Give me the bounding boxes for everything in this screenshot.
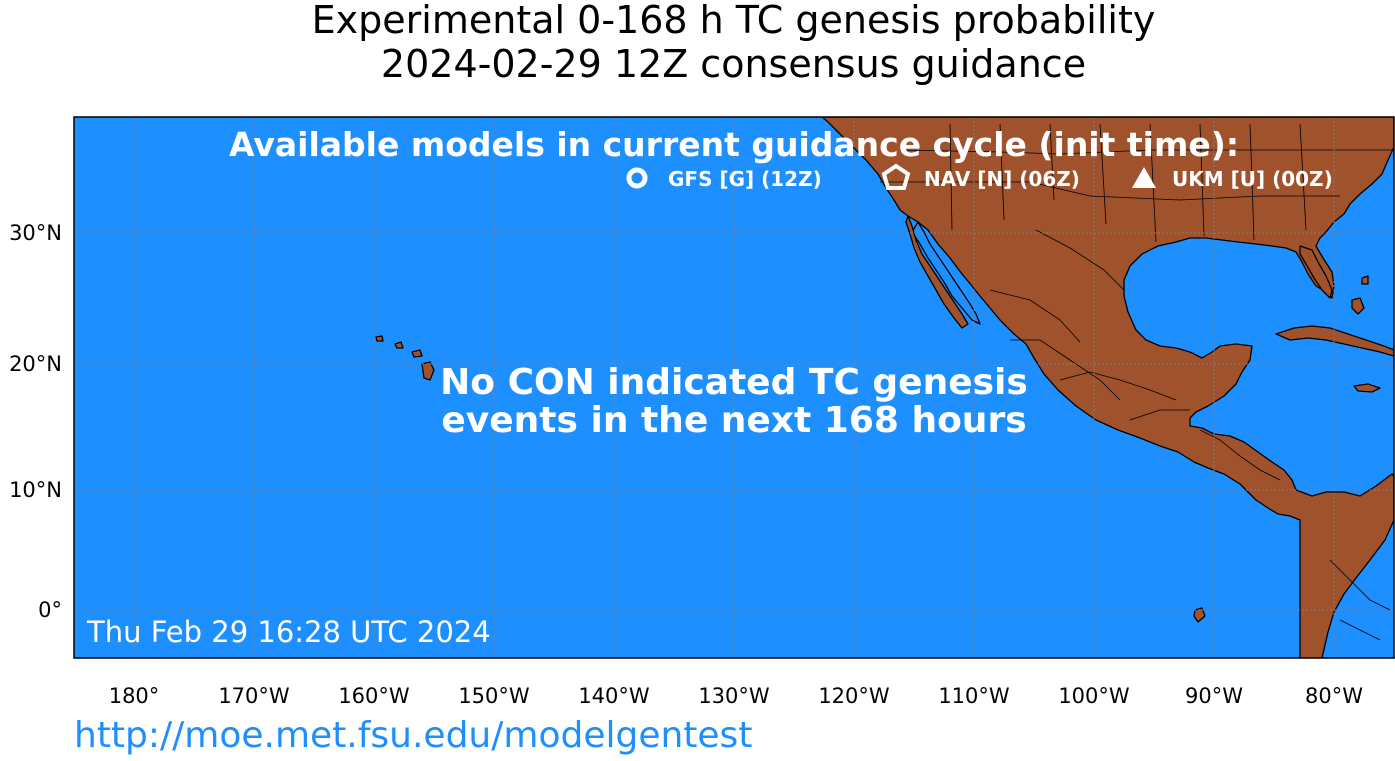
land-hawaii-big-island	[421, 361, 435, 381]
source-url-link[interactable]: http://moe.met.fsu.edu/modelgentest	[74, 715, 753, 756]
timestamp: Thu Feb 29 16:28 UTC 2024	[86, 615, 491, 649]
map-frame	[73, 116, 1395, 659]
lat-tick-label: 0°	[38, 598, 62, 622]
lat-tick-label: 10°N	[9, 478, 62, 502]
land-galapagos	[1193, 607, 1206, 623]
land-baja-california	[911, 221, 981, 325]
legend-heading: Available models in current guidance cyc…	[229, 125, 1239, 164]
legend-label-ukm: UKM [U] (00Z)	[1172, 167, 1333, 191]
lat-tick-label: 30°N	[9, 221, 62, 245]
land-cuba	[1275, 325, 1394, 357]
lon-tick-label: 100°W	[1058, 684, 1130, 708]
legend-item-ukm: UKM [U] (00Z)	[1132, 167, 1333, 191]
no-genesis-message-line2: events in the next 168 hours	[441, 400, 1026, 441]
legend-label-gfs: GFS [G] (12Z)	[668, 167, 822, 191]
legend-item-gfs: GFS [G] (12Z)	[626, 167, 822, 191]
lon-axis: 180° 170°W 160°W 150°W 140°W 130°W 120°W…	[109, 684, 1364, 708]
lon-tick-label: 170°W	[218, 684, 290, 708]
lon-tick-label: 140°W	[578, 684, 650, 708]
land-florida	[1299, 245, 1333, 299]
lon-tick-label: 90°W	[1185, 684, 1243, 708]
land-jamaica	[1353, 383, 1381, 393]
circle-icon	[626, 167, 648, 189]
land-bahamas-2	[1361, 275, 1369, 285]
lon-tick-label: 130°W	[698, 684, 770, 708]
chart-title-line1: Experimental 0-168 h TC genesis probabil…	[311, 0, 1156, 42]
legend-item-nav: NAV [N] (06Z)	[881, 163, 1080, 191]
political-boundaries	[880, 123, 1394, 641]
land-hawaii-maui	[411, 349, 423, 358]
legend-label-nav: NAV [N] (06Z)	[924, 167, 1080, 191]
lat-axis: 30°N 20°N 10°N 0°	[9, 221, 62, 622]
no-genesis-message-line1: No CON indicated TC genesis	[440, 362, 1028, 403]
land-hawaii-oahu	[394, 341, 404, 349]
lon-tick-label: 150°W	[458, 684, 530, 708]
chart-title-line2: 2024-02-29 12Z consensus guidance	[380, 42, 1087, 86]
land-baja-peninsula	[905, 215, 969, 329]
pentagon-icon	[881, 163, 911, 190]
lon-tick-label: 180°	[109, 684, 160, 708]
lon-tick-label: 120°W	[818, 684, 890, 708]
triangle-icon	[1132, 167, 1156, 188]
lon-tick-label: 160°W	[338, 684, 410, 708]
lat-tick-label: 20°N	[9, 352, 62, 376]
land-hawaii-kauai	[375, 335, 384, 342]
lon-tick-label: 110°W	[938, 684, 1010, 708]
land-bahamas	[1351, 297, 1365, 315]
gridlines	[74, 117, 1394, 658]
lon-tick-label: 80°W	[1305, 684, 1363, 708]
